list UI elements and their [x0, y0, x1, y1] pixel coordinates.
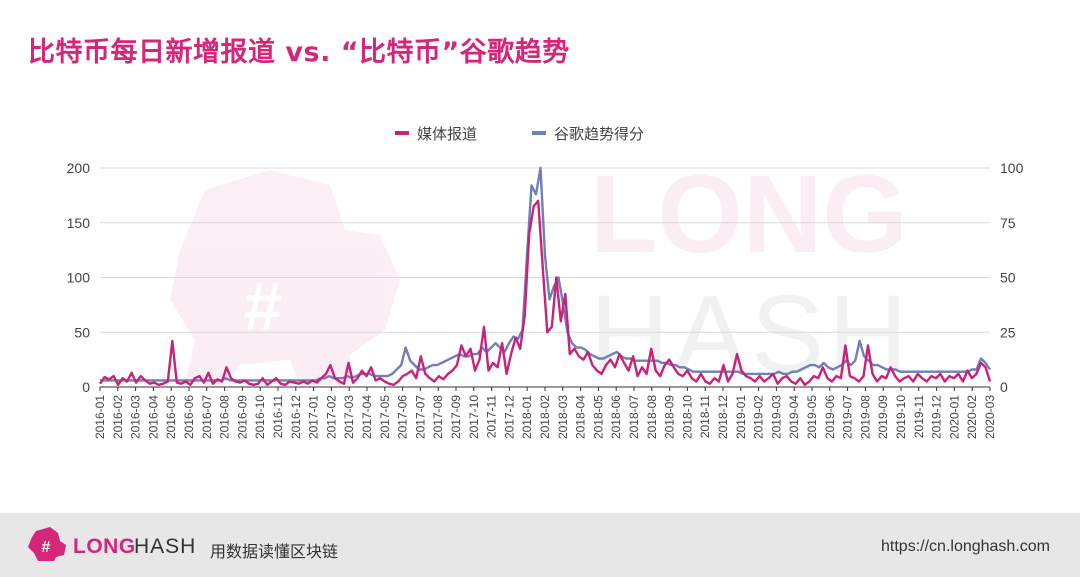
x-tick-label: 2016-05 — [164, 395, 178, 439]
y-axis-left: 0 50 100 150 200 — [67, 160, 91, 395]
x-tick-label: 2017-09 — [449, 395, 463, 439]
legend-swatch — [532, 131, 546, 135]
brand-long: LONG — [73, 535, 136, 558]
x-tick-label: 2016-04 — [146, 395, 160, 439]
x-tick-label: 2017-06 — [396, 395, 410, 439]
x-tick-label: 2016-02 — [111, 395, 125, 439]
x-tick-label: 2018-01 — [520, 395, 534, 439]
y-left-tick-label: 200 — [67, 160, 91, 176]
x-tick-label: 2016-09 — [235, 395, 249, 439]
x-tick-label: 2019-10 — [894, 395, 908, 439]
x-tick-label: 2017-10 — [467, 395, 481, 439]
x-tick-label: 2018-10 — [680, 395, 694, 439]
x-tick-label: 2019-01 — [734, 395, 748, 439]
legend-label: 媒体报道 — [417, 125, 477, 143]
x-tick-label: 2017-05 — [378, 395, 392, 439]
x-tick-label: 2019-11 — [912, 395, 926, 438]
x-tick-label: 2018-07 — [627, 395, 641, 439]
x-tick-label: 2017-03 — [342, 395, 356, 439]
x-tick-label: 2020-02 — [965, 395, 979, 439]
x-tick-label: 2018-02 — [538, 395, 552, 439]
x-tick-label: 2016-01 — [93, 395, 107, 439]
series-lines — [99, 166, 992, 386]
y-left-tick-label: 50 — [74, 324, 90, 340]
x-tick-label: 2019-03 — [769, 395, 783, 439]
x-axis: 2016-01 2016-02 2016-03 2016-04 2016-05 2016-… — [93, 387, 997, 439]
x-tick-label: 2017-02 — [324, 395, 338, 439]
x-tick-label: 2017-08 — [431, 395, 445, 439]
x-tick-label: 2017-11 — [485, 395, 499, 438]
watermark-hash: HASH — [590, 273, 912, 396]
brand-hash: HASH — [134, 535, 197, 558]
x-tick-label: 2019-12 — [930, 395, 944, 439]
x-tick-label: 2018-09 — [663, 395, 677, 439]
x-tick-label: 2019-06 — [823, 395, 837, 439]
x-tick-label: 2016-07 — [200, 395, 214, 439]
y-left-tick-label: 100 — [67, 270, 91, 286]
x-tick-label: 2016-08 — [218, 395, 232, 439]
x-tick-label: 2017-12 — [502, 395, 516, 439]
x-tick-label: 2016-11 — [271, 395, 285, 438]
x-tick-label: 2017-01 — [307, 395, 321, 439]
x-tick-label: 2018-03 — [556, 395, 570, 439]
legend-label: 谷歌趋势得分 — [554, 125, 644, 143]
x-tick-label: 2017-07 — [413, 395, 427, 439]
x-tick-label: 2018-08 — [645, 395, 659, 439]
svg-text:#: # — [244, 267, 283, 345]
y-right-tick-label: 100 — [1000, 160, 1024, 176]
x-tick-label: 2016-10 — [253, 395, 267, 439]
page-title: 比特币每日新增报道 vs. “比特币”谷歌趋势 — [28, 37, 570, 68]
x-tick-label: 2020-01 — [947, 395, 961, 439]
x-tick-label: 2018-11 — [698, 395, 712, 438]
series-line-media-reports — [99, 199, 992, 386]
x-tick-label: 2018-04 — [574, 395, 588, 439]
x-tick-label: 2016-12 — [289, 395, 303, 439]
y-right-tick-label: 75 — [1000, 215, 1016, 231]
x-tick-label: 2019-02 — [752, 395, 766, 439]
y-left-tick-label: 150 — [67, 215, 91, 231]
chart: # LONG HASH 0 50 100 150 200 0 25 50 75 100 2016… — [67, 125, 1024, 439]
x-tick-label: 2019-09 — [876, 395, 890, 439]
y-right-tick-label: 50 — [1000, 270, 1016, 286]
y-right-tick-label: 0 — [1000, 379, 1008, 395]
watermark-long: LONG — [590, 153, 908, 276]
y-right-tick-label: 25 — [1000, 324, 1016, 340]
svg-text:#: # — [42, 539, 51, 556]
y-axis-right: 0 25 50 75 100 — [1000, 160, 1024, 395]
grid-lines — [100, 167, 990, 388]
legend: 媒体报道 谷歌趋势得分 — [395, 125, 644, 143]
y-left-tick-label: 0 — [82, 379, 90, 395]
x-tick-label: 2019-05 — [805, 395, 819, 439]
footer-url[interactable]: https://cn.longhash.com — [881, 538, 1050, 555]
x-tick-label: 2018-05 — [591, 395, 605, 439]
x-tick-label: 2018-06 — [609, 395, 623, 439]
footer-slogan: 用数据读懂区块链 — [210, 542, 339, 561]
x-tick-label: 2019-04 — [787, 395, 801, 439]
x-tick-label: 2018-12 — [716, 395, 730, 439]
x-tick-label: 2020-03 — [983, 395, 997, 439]
x-tick-label: 2016-06 — [182, 395, 196, 439]
x-tick-label: 2016-03 — [129, 395, 143, 439]
longhash-logo-icon: # — [28, 527, 66, 561]
legend-swatch — [395, 131, 409, 135]
x-tick-label: 2017-04 — [360, 395, 374, 439]
footer-bar: # LONG HASH 用数据读懂区块链 https://cn.longhash… — [0, 513, 1080, 577]
x-tick-label: 2019-07 — [841, 395, 855, 439]
x-tick-label: 2019-08 — [858, 395, 872, 439]
